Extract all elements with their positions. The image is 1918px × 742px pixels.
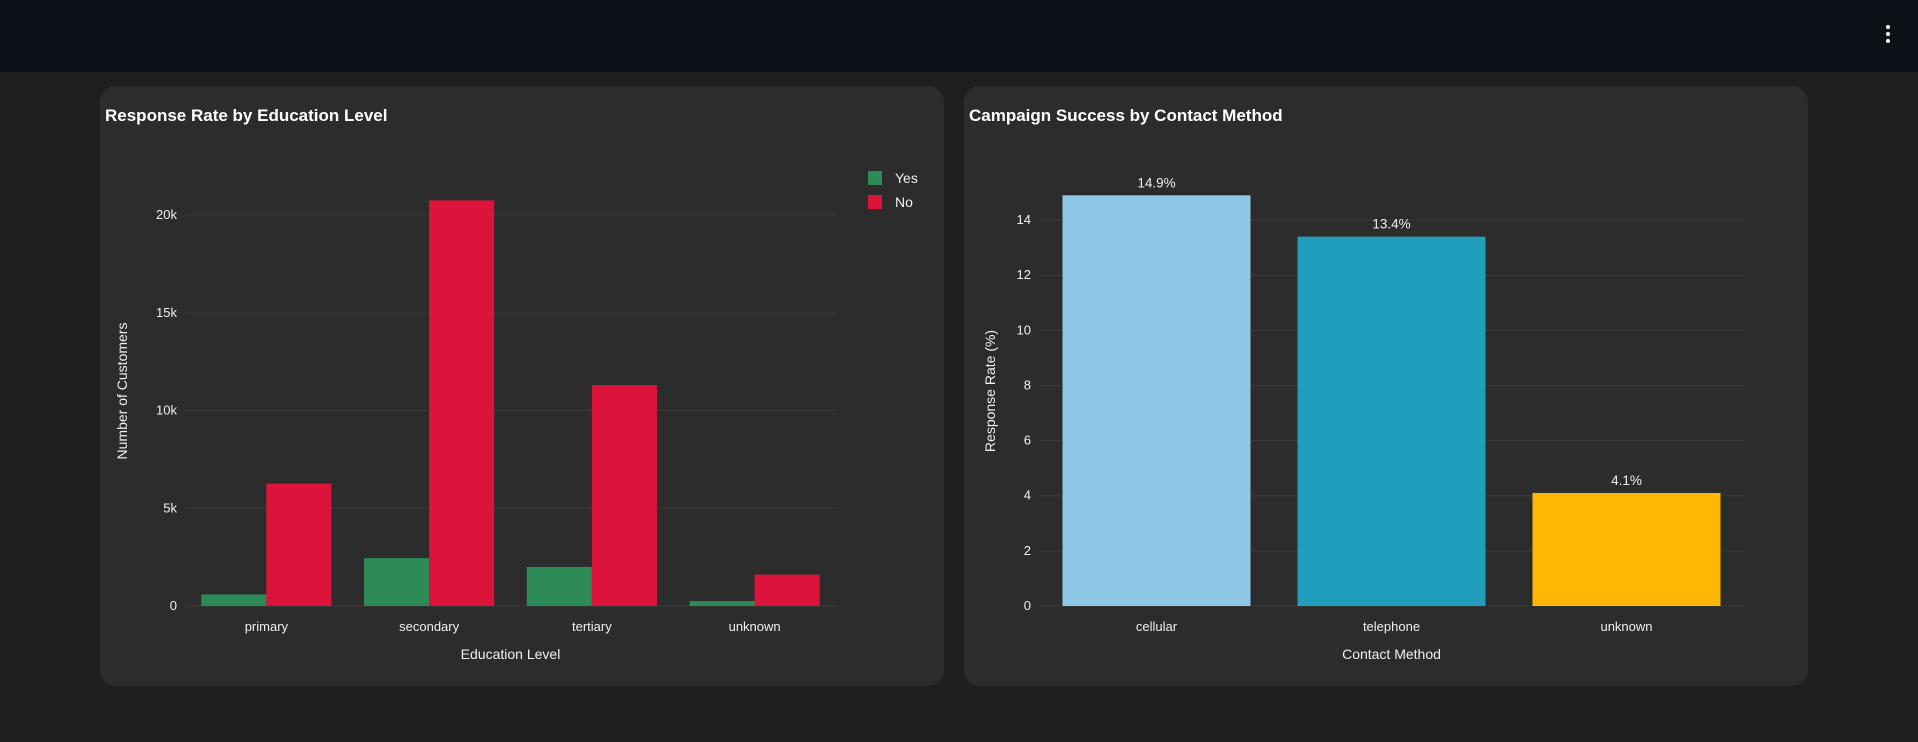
y-tick-label: 2 xyxy=(1024,543,1031,558)
bar-no xyxy=(429,200,495,606)
education-chart-card: Response Rate by Education Level 0 5k 10k 1… xyxy=(100,86,944,686)
y-tick-label: 12 xyxy=(1017,267,1031,282)
y-axis-title: Response Rate (%) xyxy=(982,330,998,452)
menu-dot xyxy=(1886,32,1890,36)
legend-label-yes: Yes xyxy=(895,170,918,186)
x-tick-label: primary xyxy=(245,619,289,634)
y-axis-title: Number of Customers xyxy=(114,323,130,460)
bar-yes xyxy=(689,601,755,606)
y-tick-label: 4 xyxy=(1024,488,1031,503)
data-label: 13.4% xyxy=(1372,217,1410,232)
legend-label-no: No xyxy=(895,194,913,210)
bar-no xyxy=(266,483,332,606)
x-tick-label: unknown xyxy=(729,619,781,634)
y-tick-label: 14 xyxy=(1017,212,1031,227)
chart-title: Response Rate by Education Level xyxy=(105,106,388,125)
x-tick-label: secondary xyxy=(399,619,459,634)
kebab-menu-icon[interactable] xyxy=(1874,20,1902,48)
bar-yes xyxy=(201,594,267,606)
y-tick-label: 5k xyxy=(163,500,177,515)
x-tick-label: tertiary xyxy=(572,619,612,634)
app-header xyxy=(0,0,1918,72)
x-axis-title: Contact Method xyxy=(1342,646,1441,662)
menu-dot xyxy=(1886,39,1890,43)
bar-yes xyxy=(526,566,592,606)
menu-dot xyxy=(1886,25,1890,29)
bar-unknown xyxy=(1532,492,1721,606)
chart-title: Campaign Success by Contact Method xyxy=(969,106,1283,125)
y-tick-label: 10 xyxy=(1017,322,1031,337)
bar-cellular xyxy=(1062,195,1251,606)
contact-chart-card: Campaign Success by Contact Method 0 2 4 6 8… xyxy=(964,86,1808,686)
bar-telephone xyxy=(1297,236,1486,606)
y-tick-label: 20k xyxy=(156,207,177,222)
bar-no xyxy=(591,385,657,606)
y-tick-label: 0 xyxy=(1024,598,1031,613)
x-tick-label: telephone xyxy=(1363,619,1420,634)
education-bar-chart: 0 5k 10k 15k 20k primary secondary tertiary unkn… xyxy=(114,170,918,662)
y-tick-label: 0 xyxy=(170,598,177,613)
y-tick-label: 15k xyxy=(156,305,177,320)
y-tick-label: 6 xyxy=(1024,433,1031,448)
data-label: 14.9% xyxy=(1137,175,1175,190)
x-axis-title: Education Level xyxy=(461,646,561,662)
x-tick-label: cellular xyxy=(1136,619,1178,634)
y-tick-label: 10k xyxy=(156,403,177,418)
bar-yes xyxy=(364,558,430,606)
bar-no xyxy=(754,574,820,606)
y-tick-label: 8 xyxy=(1024,377,1031,392)
data-label: 4.1% xyxy=(1611,473,1642,488)
contact-bar-chart: 0 2 4 6 8 10 12 14 14.9% cellular 13.4% telephone 4.… xyxy=(982,175,1744,662)
legend-swatch-yes xyxy=(868,171,882,185)
legend-swatch-no xyxy=(868,195,882,209)
x-tick-label: unknown xyxy=(1600,619,1652,634)
